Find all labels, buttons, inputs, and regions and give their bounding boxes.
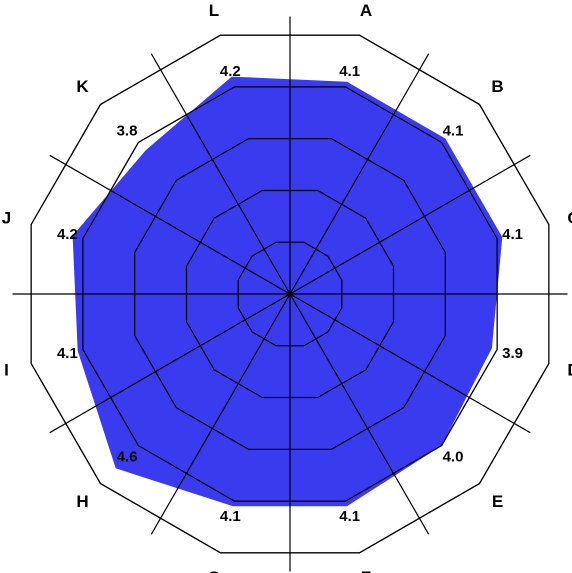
spoke-11 xyxy=(150,53,291,295)
value-label-j: 4.2 xyxy=(57,226,78,243)
grid-ring-overlay-1 xyxy=(237,241,343,347)
radar-spokes xyxy=(12,16,568,572)
radar-series xyxy=(72,76,503,507)
value-label-d: 3.9 xyxy=(502,345,523,362)
spoke-1 xyxy=(289,53,430,295)
value-label-h: 4.6 xyxy=(117,449,138,466)
value-label-a: 4.1 xyxy=(339,63,360,80)
spoke-10 xyxy=(49,154,291,295)
grid-ring-overlay-4 xyxy=(82,86,498,502)
category-label-b: B xyxy=(491,77,503,96)
value-label-g: 4.1 xyxy=(220,508,241,525)
grid-ring-overlay-2 xyxy=(185,189,395,399)
value-label-f: 4.1 xyxy=(339,508,360,525)
category-label-f: F xyxy=(361,568,371,573)
value-label-e: 4.0 xyxy=(443,449,464,466)
category-label-h: H xyxy=(76,492,88,511)
grid-ring-overlay-3 xyxy=(134,138,446,450)
category-label-c: C xyxy=(567,209,572,228)
value-label-b: 4.1 xyxy=(443,123,464,140)
category-label-l: L xyxy=(209,1,219,20)
value-label-c: 4.1 xyxy=(502,226,523,243)
category-label-i: I xyxy=(4,361,9,380)
spoke-5 xyxy=(289,293,430,535)
category-label-e: E xyxy=(492,492,503,511)
value-label-i: 4.1 xyxy=(57,345,78,362)
series-area xyxy=(72,76,503,507)
spoke-7 xyxy=(150,293,291,535)
spoke-8 xyxy=(49,293,291,434)
spoke-4 xyxy=(289,293,531,434)
value-label-k: 3.8 xyxy=(117,123,138,140)
category-label-a: A xyxy=(360,1,372,20)
category-label-j: J xyxy=(2,209,11,228)
category-label-k: K xyxy=(76,77,89,96)
grid-ring-outer xyxy=(30,34,550,554)
value-label-l: 4.2 xyxy=(220,63,241,80)
spoke-2 xyxy=(289,154,531,295)
category-label-d: D xyxy=(567,361,572,380)
category-label-g: G xyxy=(207,568,220,573)
